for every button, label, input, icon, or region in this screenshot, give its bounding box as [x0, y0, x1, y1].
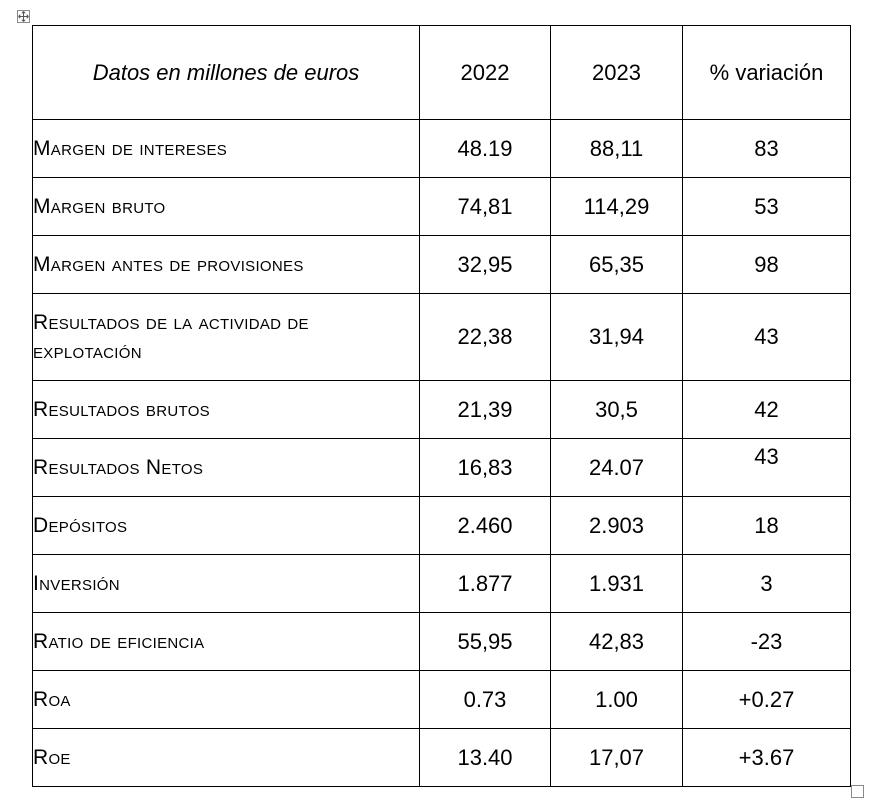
table-row: Resultados Netos 16,83 24.07 43	[32, 438, 851, 497]
row-label: Depósitos	[32, 496, 420, 555]
table-row: Roa 0.73 1.00 +0.27	[32, 670, 851, 729]
row-label: Resultados brutos	[32, 380, 420, 439]
table-row: Margen de intereses 48.19 88,11 83	[32, 119, 851, 178]
value-variation: 53	[682, 177, 851, 236]
row-label: Margen antes de provisiones	[32, 235, 420, 294]
value-2022: 1.877	[419, 554, 551, 613]
value-2023: 1.931	[550, 554, 683, 613]
row-label: Ratio de eficiencia	[32, 612, 420, 671]
value-variation: 43	[682, 293, 851, 381]
value-2022: 2.460	[419, 496, 551, 555]
value-variation: 43	[682, 438, 851, 497]
value-variation: -23	[682, 612, 851, 671]
value-variation: 42	[682, 380, 851, 439]
table-move-icon[interactable]	[17, 10, 30, 23]
table-row: Roe 13.40 17,07 +3.67	[32, 728, 851, 787]
value-2022: 55,95	[419, 612, 551, 671]
table-row: Margen antes de provisiones 32,95 65,35 …	[32, 235, 851, 294]
financial-data-table: Datos en millones de euros 2022 2023 % v…	[32, 25, 851, 787]
table-resize-icon[interactable]	[851, 785, 864, 798]
value-variation: 83	[682, 119, 851, 178]
table-row: Inversión 1.877 1.931 3	[32, 554, 851, 613]
value-2022: 74,81	[419, 177, 551, 236]
value-2023: 65,35	[550, 235, 683, 294]
value-variation: 98	[682, 235, 851, 294]
row-label: Margen de intereses	[32, 119, 420, 178]
value-2022: 13.40	[419, 728, 551, 787]
header-title-cell: Datos en millones de euros	[32, 25, 420, 120]
value-2022: 0.73	[419, 670, 551, 729]
value-2022: 32,95	[419, 235, 551, 294]
header-2022-cell: 2022	[419, 25, 551, 120]
header-variation-cell: % variación	[682, 25, 851, 120]
table-row: Ratio de eficiencia 55,95 42,83 -23	[32, 612, 851, 671]
header-2023-cell: 2023	[550, 25, 683, 120]
header-row: Datos en millones de euros 2022 2023 % v…	[32, 25, 851, 120]
value-2022: 22,38	[419, 293, 551, 381]
table-row: Resultados de la actividad de explotació…	[32, 293, 851, 381]
value-2023: 114,29	[550, 177, 683, 236]
value-2023: 42,83	[550, 612, 683, 671]
table-row: Depósitos 2.460 2.903 18	[32, 496, 851, 555]
value-2022: 16,83	[419, 438, 551, 497]
value-2023: 24.07	[550, 438, 683, 497]
value-2023: 88,11	[550, 119, 683, 178]
value-variation: +0.27	[682, 670, 851, 729]
row-label: Resultados de la actividad de explotació…	[32, 293, 420, 381]
value-variation: +3.67	[682, 728, 851, 787]
row-label: Margen bruto	[32, 177, 420, 236]
value-2023: 2.903	[550, 496, 683, 555]
row-label: Inversión	[32, 554, 420, 613]
value-variation: 3	[682, 554, 851, 613]
row-label: Roe	[32, 728, 420, 787]
table-row: Margen bruto 74,81 114,29 53	[32, 177, 851, 236]
value-variation: 18	[682, 496, 851, 555]
row-label: Roa	[32, 670, 420, 729]
value-2023: 31,94	[550, 293, 683, 381]
value-2023: 1.00	[550, 670, 683, 729]
value-2023: 17,07	[550, 728, 683, 787]
value-2023: 30,5	[550, 380, 683, 439]
value-2022: 21,39	[419, 380, 551, 439]
table-row: Resultados brutos 21,39 30,5 42	[32, 380, 851, 439]
row-label: Resultados Netos	[32, 438, 420, 497]
value-2022: 48.19	[419, 119, 551, 178]
